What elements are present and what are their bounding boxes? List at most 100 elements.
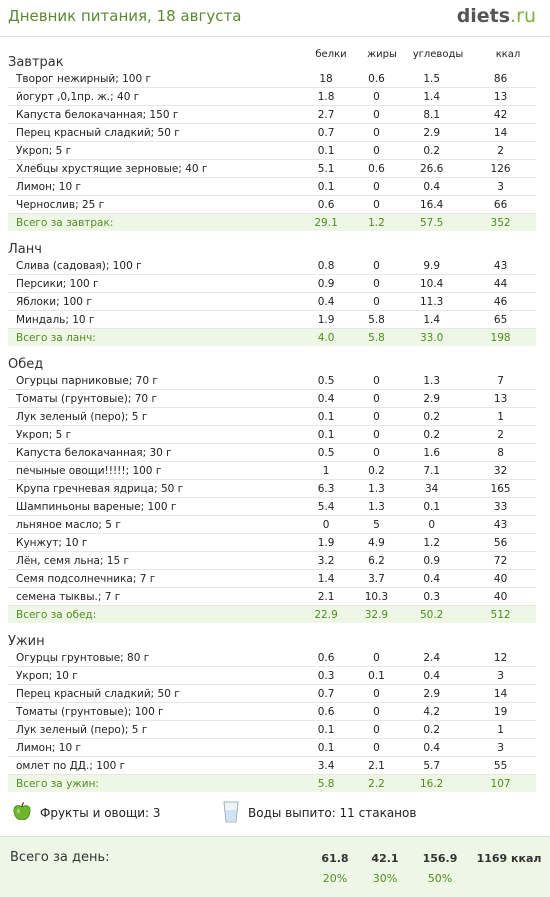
- page-header: Дневник питания, 18 августа diets.ru: [0, 0, 550, 37]
- food-name: Томаты (грунтовые); 100 г: [8, 702, 298, 721]
- food-name: Творог нежирный; 100 г: [8, 70, 298, 88]
- kcal-value: 44: [465, 274, 536, 293]
- carbs-value: 0.3: [398, 587, 466, 606]
- food-name: Слива (садовая); 100 г: [8, 257, 298, 275]
- fruits-veg-count: Фрукты и овощи: 3: [40, 806, 161, 820]
- food-row: Лук зеленый (перо); 5 г 0.1 0 0.2 1: [8, 720, 536, 739]
- food-name: Лук зеленый (перо); 5 г: [8, 720, 298, 739]
- proteins-value: 0.1: [297, 177, 355, 196]
- green-apple-icon: [13, 802, 31, 820]
- carbs-value: 0.2: [398, 720, 466, 739]
- meal-title: Ланч: [8, 242, 42, 257]
- fats-value: 0: [354, 105, 399, 124]
- food-row: Укроп; 10 г 0.3 0.1 0.4 3: [8, 666, 536, 685]
- food-row: печыные овощи!!!!!; 100 г 1 0.2 7.1 32: [8, 461, 536, 480]
- food-row: Укроп; 5 г 0.1 0 0.2 2: [8, 141, 536, 160]
- food-name: печыные овощи!!!!!; 100 г: [8, 461, 298, 480]
- food-row: Перец красный сладкий; 50 г 0.7 0 2.9 14: [8, 123, 536, 142]
- proteins-value: 18: [297, 70, 355, 88]
- meal-total-proteins-value: 5.8: [297, 774, 355, 792]
- food-row: Семя подсолнечника; 7 г 1.4 3.7 0.4 40: [8, 569, 536, 588]
- food-row: Чернослив; 25 г 0.6 0 16.4 66: [8, 195, 536, 214]
- kcal-value: 66: [465, 195, 536, 214]
- meal-header: Ужин: [8, 623, 536, 649]
- food-row: Лимон; 10 г 0.1 0 0.4 3: [8, 738, 536, 757]
- food-name: Лён, семя льна; 15 г: [8, 551, 298, 570]
- day-fats: 42.1: [371, 852, 399, 865]
- carbs-value: 0.4: [398, 569, 466, 588]
- fats-value: 5.8: [354, 310, 399, 329]
- fats-value: 0: [354, 684, 399, 703]
- kcal-value: 33: [465, 497, 536, 516]
- food-name: Кунжут; 10 г: [8, 533, 298, 552]
- food-name: Перец красный сладкий; 50 г: [8, 684, 298, 703]
- carbs-value: 0.4: [398, 666, 466, 685]
- kcal-value: 32: [465, 461, 536, 480]
- proteins-value: 0: [297, 515, 355, 534]
- meal-total-carbs-value: 16.2: [398, 774, 466, 792]
- kcal-value: 46: [465, 292, 536, 311]
- proteins-value: 5.1: [297, 159, 355, 178]
- proteins-value: 3.4: [297, 756, 355, 775]
- carbs-value: 2.9: [398, 123, 466, 142]
- food-name: омлет по ДД.; 100 г: [8, 756, 298, 775]
- proteins-value: 0.6: [297, 702, 355, 721]
- kcal-value: 12: [465, 649, 536, 667]
- carbs-value: 0.2: [398, 141, 466, 160]
- fats-value: 0: [354, 141, 399, 160]
- kcal-value: 56: [465, 533, 536, 552]
- daily-extras: Фрукты и овощи: 3 Воды выпито: 11 стакан…: [12, 800, 532, 826]
- fats-value: 0: [354, 649, 399, 667]
- fats-value: 10.3: [354, 587, 399, 606]
- carbs-value: 1.4: [398, 310, 466, 329]
- food-row: Огурцы парниковые; 70 г 0.5 0 1.3 7: [8, 372, 536, 390]
- food-name: Семя подсолнечника; 7 г: [8, 569, 298, 588]
- food-row: Миндаль; 10 г 1.9 5.8 1.4 65: [8, 310, 536, 329]
- proteins-value: 0.7: [297, 123, 355, 142]
- food-row: Укроп; 5 г 0.1 0 0.2 2: [8, 425, 536, 444]
- proteins-value: 0.4: [297, 389, 355, 408]
- kcal-value: 65: [465, 310, 536, 329]
- meal-total-label: Всего за ланч:: [8, 328, 298, 346]
- food-row: Творог нежирный; 100 г 18 0.6 1.5 86: [8, 70, 536, 88]
- proteins-value: 2.7: [297, 105, 355, 124]
- column-carbs: углеводы: [412, 49, 464, 60]
- carbs-value: 1.3: [398, 372, 466, 390]
- proteins-value: 0.4: [297, 292, 355, 311]
- kcal-value: 42: [465, 105, 536, 124]
- carbs-value: 11.3: [398, 292, 466, 311]
- carbs-value: 2.4: [398, 649, 466, 667]
- carbs-value: 8.1: [398, 105, 466, 124]
- kcal-value: 14: [465, 684, 536, 703]
- proteins-value: 1.8: [297, 87, 355, 106]
- fats-value: 0: [354, 389, 399, 408]
- water-glass-icon: [223, 801, 239, 823]
- proteins-value: 0.7: [297, 684, 355, 703]
- proteins-value: 0.5: [297, 372, 355, 390]
- fats-value: 0: [354, 425, 399, 444]
- carbs-value: 1.5: [398, 70, 466, 88]
- proteins-value: 5.4: [297, 497, 355, 516]
- fats-value: 0: [354, 274, 399, 293]
- meal-total-fats-value: 32.9: [354, 605, 399, 623]
- food-row: Яблоки; 100 г 0.4 0 11.3 46: [8, 292, 536, 311]
- proteins-value: 2.1: [297, 587, 355, 606]
- site-logo[interactable]: diets.ru: [457, 5, 536, 27]
- day-total-panel: Всего за день: 61.8 42.1 156.9 1169 ккал…: [0, 836, 550, 897]
- carbs-value: 16.4: [398, 195, 466, 214]
- food-row: Крупа гречневая ядрица; 50 г 6.3 1.3 34 165: [8, 479, 536, 498]
- meal-total-kcal-value: 352: [465, 213, 536, 231]
- kcal-value: 19: [465, 702, 536, 721]
- kcal-value: 3: [465, 666, 536, 685]
- food-name: Огурцы парниковые; 70 г: [8, 372, 298, 390]
- proteins-value: 0.1: [297, 720, 355, 739]
- meal-total-proteins-value: 29.1: [297, 213, 355, 231]
- meal-title: Обед: [8, 357, 44, 372]
- food-row: льняное масло; 5 г 0 5 0 43: [8, 515, 536, 534]
- meal-total-carbs-value: 57.5: [398, 213, 466, 231]
- food-row: Кунжут; 10 г 1.9 4.9 1.2 56: [8, 533, 536, 552]
- food-row: омлет по ДД.; 100 г 3.4 2.1 5.7 55: [8, 756, 536, 775]
- food-name: Капуста белокачанная; 150 г: [8, 105, 298, 124]
- proteins-value: 0.1: [297, 425, 355, 444]
- proteins-value: 1: [297, 461, 355, 480]
